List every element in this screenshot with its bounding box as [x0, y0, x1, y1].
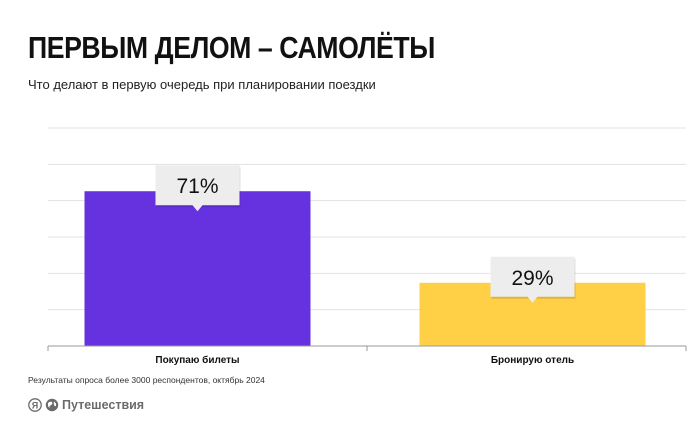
- data-label-box: [490, 256, 575, 303]
- data-label-box: [155, 165, 240, 212]
- category-label-2: Бронирую отель: [491, 355, 574, 366]
- data-label-2: 29%: [490, 256, 576, 303]
- data-label-text: 29%: [511, 267, 553, 290]
- brand-mark-letter: Я: [32, 400, 38, 410]
- survey-footnote: Результаты опроса более 3000 респонденто…: [28, 375, 265, 385]
- bar-1: [84, 191, 311, 346]
- brand-logo: Я Путешествия: [28, 398, 144, 412]
- data-label-1: 71%: [155, 165, 241, 212]
- category-label-1: Покупаю билеты: [155, 354, 239, 366]
- chart-subtitle: Что делают в первую очередь при планиров…: [28, 77, 376, 92]
- chart-title: ПЕРВЫМ ДЕЛОМ – САМОЛЁТЫ: [28, 30, 435, 65]
- travel-globe-icon: [45, 398, 59, 412]
- brand-name: Путешествия: [62, 398, 145, 412]
- data-label-text: 71%: [176, 175, 218, 198]
- yandex-logo-icon: Я: [28, 398, 42, 412]
